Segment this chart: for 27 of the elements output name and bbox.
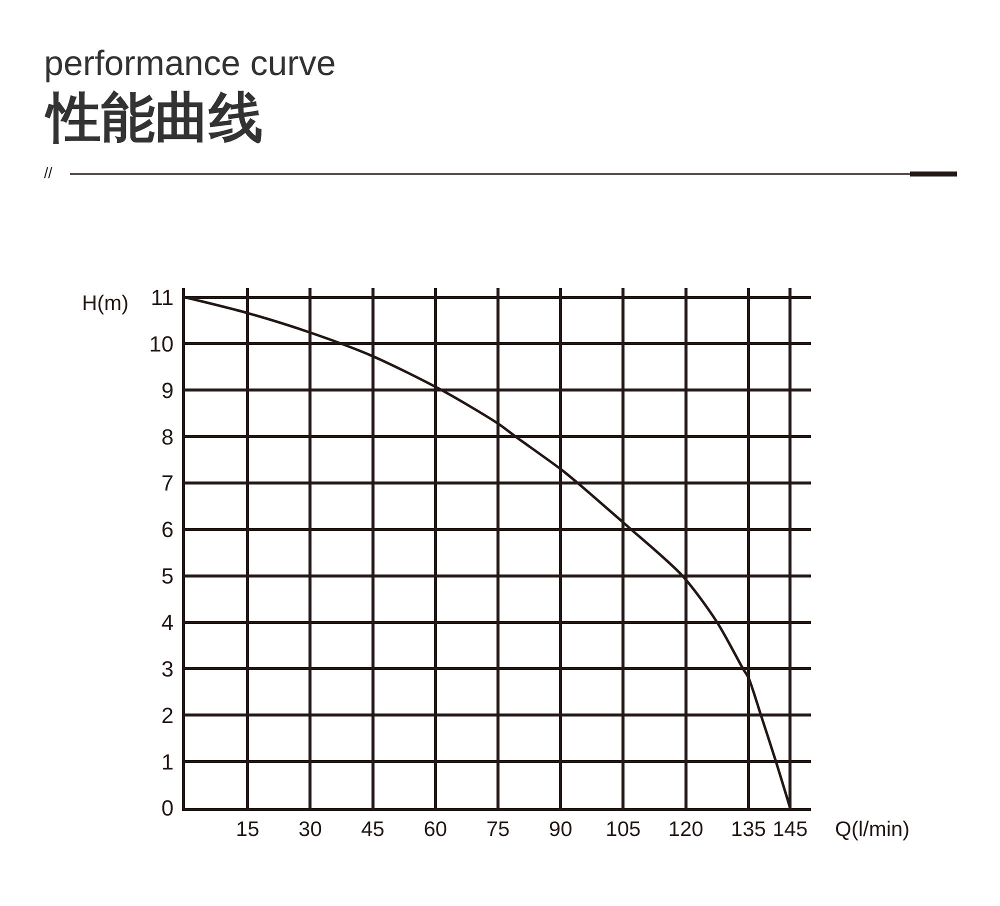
x-tick-label: 105	[606, 818, 641, 842]
y-tick-label: 3	[161, 656, 174, 682]
y-tick-label: 10	[149, 331, 174, 356]
text: //	[44, 165, 54, 182]
y-tick-label: 1	[161, 749, 174, 774]
y-tick-label: 11	[150, 284, 174, 310]
y-tick-label: 8	[161, 424, 174, 450]
x-tick-label: 60	[424, 818, 448, 842]
x-tick-label: 75	[486, 818, 510, 842]
y-axis-title: H(m)	[82, 292, 129, 315]
x-tick-label: 145	[772, 818, 808, 842]
x-tick-label: 135	[730, 818, 766, 842]
chart-title: 性能曲线	[44, 88, 263, 148]
y-tick-label: 7	[161, 470, 174, 496]
y-tick-label: 4	[161, 610, 174, 635]
y-tick-label: 2	[161, 702, 174, 728]
x-axis-title: Q(l/min)	[835, 818, 910, 841]
y-tick-label: 0	[161, 796, 174, 821]
x-tick-label: 45	[361, 818, 384, 842]
x-tick-label: 30	[298, 818, 322, 842]
y-tick-label: 9	[161, 378, 174, 403]
x-tick-label: 120	[668, 818, 704, 842]
y-tick-label: 6	[161, 517, 174, 542]
x-tick-label: 15	[236, 818, 260, 842]
x-tick-label: 90	[548, 818, 572, 842]
chart-subtitle: performance curve	[44, 44, 336, 83]
y-tick-label: 5	[161, 564, 174, 589]
